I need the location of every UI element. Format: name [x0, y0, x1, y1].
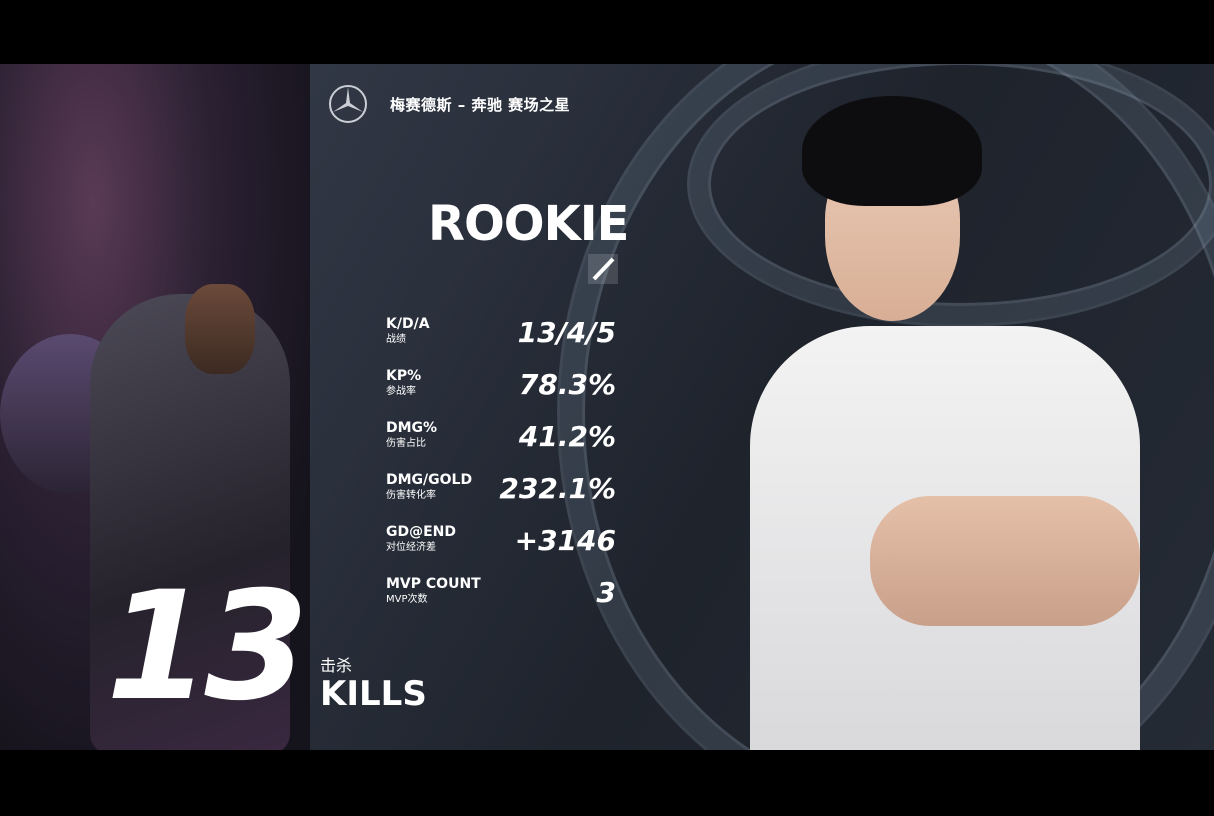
player-name: ROOKIE: [428, 196, 629, 252]
stat-row-dmg: DMG% 伤害占比 41.2%: [386, 410, 616, 462]
kills-label-en: KILLS: [320, 674, 427, 714]
player-photo: [750, 96, 1140, 750]
stat-sublabel: 参战率: [386, 386, 416, 397]
stats-list: K/D/A 战绩 13/4/5 KP% 参战率 78.3% DMG% 伤害占比 41.2% …: [386, 306, 616, 618]
stat-label: MVP COUNT: [386, 576, 481, 592]
stat-sublabel: 伤害占比: [386, 438, 426, 449]
stat-row-kda: K/D/A 战绩 13/4/5: [386, 306, 616, 358]
stat-label: DMG%: [386, 420, 438, 436]
stat-row-mvp: MVP COUNT MVP次数 3: [386, 566, 616, 618]
stat-row-dmg-gold: DMG/GOLD 伤害转化率 232.1%: [386, 462, 616, 514]
stat-value: 41.2%: [518, 419, 616, 453]
stat-row-gd: GD@END 对位经济差 +3146: [386, 514, 616, 566]
kills-label: 击杀 KILLS: [320, 652, 427, 712]
stat-label: KP%: [386, 368, 422, 384]
stat-value: 3: [596, 575, 616, 609]
stat-sublabel: 伤害转化率: [386, 490, 436, 501]
stat-value: +3146: [514, 523, 616, 557]
sponsor-title: 梅赛德斯 – 奔驰 赛场之星: [390, 95, 571, 114]
champion-art: [0, 64, 310, 750]
stat-label: K/D/A: [386, 316, 430, 332]
stat-label: GD@END: [386, 524, 457, 540]
mid-lane-icon: [588, 254, 618, 284]
sponsor-header: 梅赛德斯 – 奔驰 赛场之星: [328, 84, 570, 124]
mercedes-logo-icon: [329, 85, 367, 123]
stat-value: 78.3%: [518, 367, 616, 401]
stat-sublabel: MVP次数: [386, 594, 428, 605]
stat-sublabel: 对位经济差: [386, 542, 436, 553]
stat-value: 232.1%: [499, 471, 616, 505]
stat-row-kp: KP% 参战率 78.3%: [386, 358, 616, 410]
stat-value: 13/4/5: [517, 315, 616, 349]
stat-label: DMG/GOLD: [386, 472, 473, 488]
stat-sublabel: 战绩: [386, 334, 406, 345]
kills-number: 13: [106, 560, 309, 734]
kills-label-cn: 击杀: [320, 656, 353, 675]
